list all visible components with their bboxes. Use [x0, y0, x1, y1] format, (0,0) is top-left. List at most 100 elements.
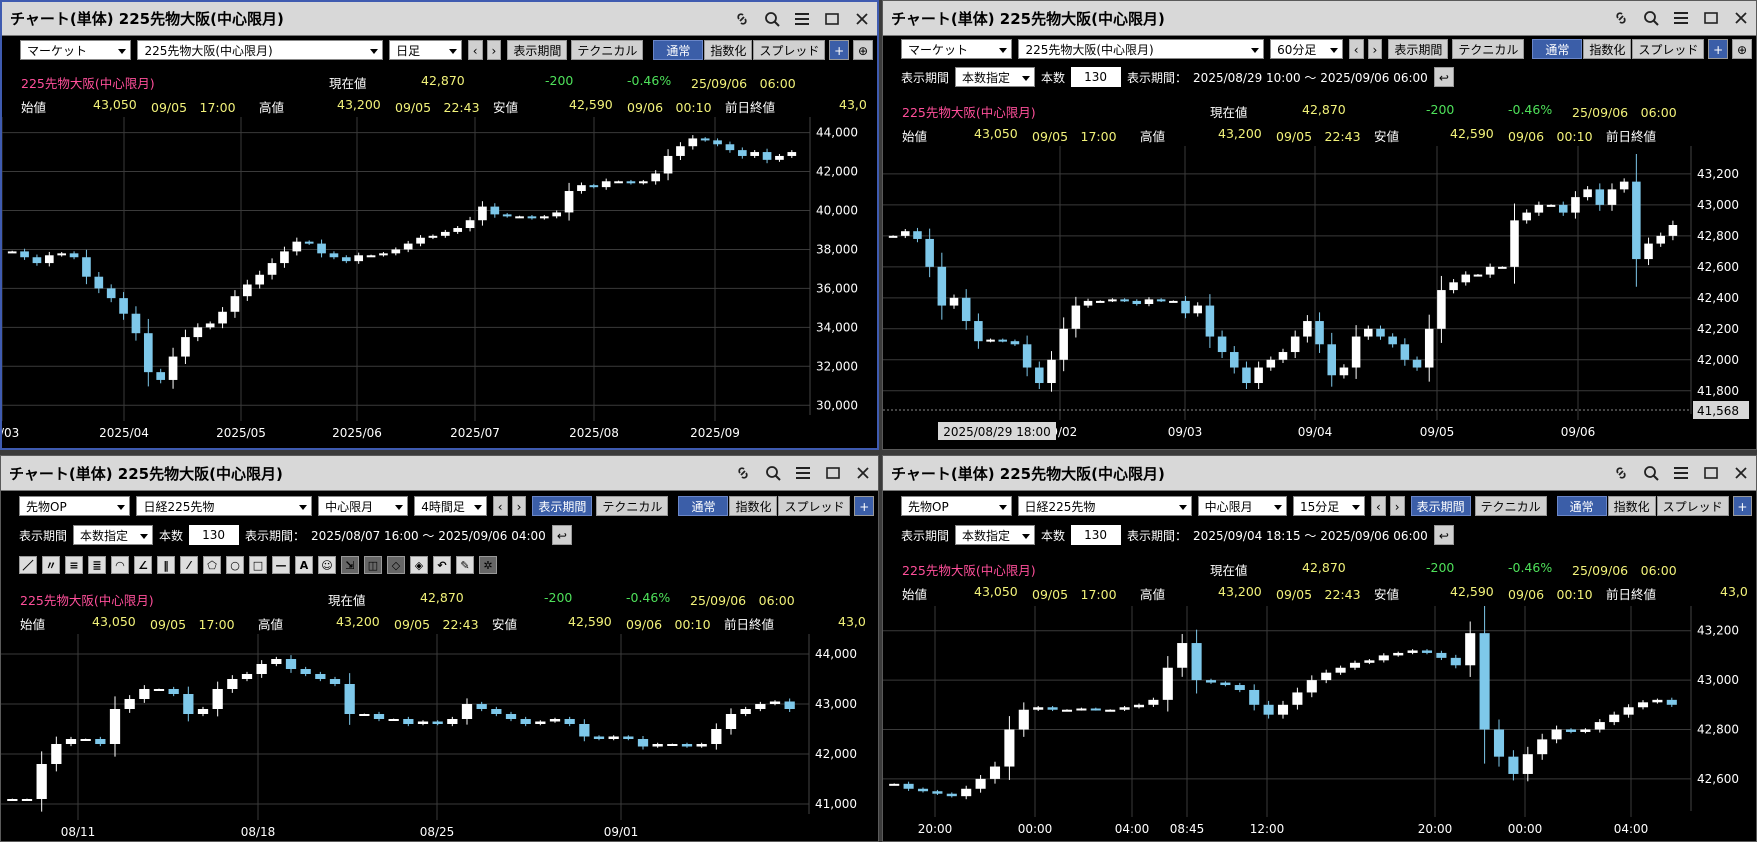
- price-chart[interactable]: 43,200 43,000 42,800 42,600 20:00 00:00 04:00 0…: [883, 606, 1756, 841]
- vlines-tool-icon[interactable]: ‖: [157, 556, 175, 574]
- edit-tool-icon[interactable]: ✎: [456, 556, 474, 574]
- spread-button[interactable]: スプレッド: [778, 496, 851, 516]
- chart-panel-15min[interactable]: チャート(単体) 225先物大阪(中心限月) 先物OP 日経225先物 中心限月…: [882, 455, 1757, 842]
- market-select[interactable]: マーケット: [901, 39, 1013, 59]
- zoom-icon[interactable]: ⊕: [1731, 39, 1752, 59]
- maximize-icon[interactable]: [818, 460, 848, 486]
- search-icon[interactable]: [757, 6, 787, 32]
- panel-titlebar[interactable]: チャート(単体) 225先物大阪(中心限月): [883, 1, 1756, 36]
- index-button[interactable]: 指数化: [729, 496, 778, 516]
- circle-tool-icon[interactable]: ○: [226, 556, 244, 574]
- refresh-icon[interactable]: ↩: [551, 525, 572, 545]
- menu-icon[interactable]: [1666, 5, 1696, 31]
- price-chart[interactable]: 44,000 43,000 42,000 41,000 08/11 08/18 08/25 0…: [1, 634, 878, 841]
- contract-select[interactable]: 中心限月: [318, 496, 409, 516]
- spread-button[interactable]: スプレッド: [1656, 496, 1729, 516]
- maximize-icon[interactable]: [1696, 460, 1726, 486]
- erase-all-tool-icon[interactable]: ◈: [410, 556, 428, 574]
- angle-tool-icon[interactable]: ⁄: [180, 556, 198, 574]
- maximize-icon[interactable]: [1696, 5, 1726, 31]
- link-icon[interactable]: [727, 6, 757, 32]
- panel-titlebar[interactable]: チャート(単体) 225先物大阪(中心限月): [2, 2, 877, 36]
- text-tool-icon[interactable]: A: [295, 556, 313, 574]
- icon-tool-icon[interactable]: ☺: [318, 556, 336, 574]
- fibo-tool-icon[interactable]: ≣: [88, 556, 106, 574]
- panel-titlebar[interactable]: チャート(単体) 225先物大阪(中心限月): [1, 456, 878, 491]
- prev-button[interactable]: ‹: [467, 40, 483, 60]
- refresh-icon[interactable]: ↩: [1433, 525, 1454, 545]
- display-period-button[interactable]: 表示期間: [1410, 496, 1471, 516]
- display-period-button[interactable]: 表示期間: [507, 40, 568, 60]
- normal-button[interactable]: 通常: [1532, 39, 1583, 59]
- trendline-tool-icon[interactable]: ／: [19, 556, 37, 574]
- maximize-icon[interactable]: [817, 6, 847, 32]
- chart-panel-daily[interactable]: チャート(単体) 225先物大阪(中心限月) マーケット 225先物大阪(中心限…: [0, 0, 879, 450]
- rect-tool-icon[interactable]: □: [249, 556, 267, 574]
- timeframe-select[interactable]: 4時間足: [414, 496, 487, 516]
- bars-spec-select[interactable]: 本数指定: [955, 67, 1036, 87]
- timeframe-select[interactable]: 日足: [389, 40, 462, 60]
- technical-button[interactable]: テクニカル: [1452, 39, 1525, 59]
- settings-tool-icon[interactable]: ✲: [479, 556, 497, 574]
- normal-button[interactable]: 通常: [653, 40, 704, 60]
- prev-button[interactable]: ‹: [1348, 39, 1364, 59]
- bars-count-input[interactable]: 130: [189, 525, 240, 545]
- bars-spec-select[interactable]: 本数指定: [955, 525, 1036, 545]
- chart-panel-60min[interactable]: チャート(単体) 225先物大阪(中心限月) マーケット 225先物大阪(中心限…: [882, 0, 1757, 450]
- arc-tool-icon[interactable]: ◠: [111, 556, 129, 574]
- normal-button[interactable]: 通常: [678, 496, 729, 516]
- close-icon[interactable]: [848, 460, 878, 486]
- technical-button[interactable]: テクニカル: [596, 496, 669, 516]
- bars-spec-select[interactable]: 本数指定: [73, 525, 154, 545]
- close-icon[interactable]: [847, 6, 877, 32]
- next-button[interactable]: ›: [1367, 39, 1383, 59]
- link-icon[interactable]: [1606, 460, 1636, 486]
- hline-tool-icon[interactable]: —: [272, 556, 290, 574]
- symbol-select[interactable]: 日経225先物: [1017, 496, 1192, 516]
- timeframe-select[interactable]: 60分足: [1270, 39, 1343, 59]
- technical-button[interactable]: テクニカル: [571, 40, 644, 60]
- price-chart[interactable]: 44,000 42,000 40,000 38,000 36,000 34,000 32,0…: [2, 117, 877, 447]
- search-icon[interactable]: [758, 460, 788, 486]
- hlines-tool-icon[interactable]: ≡: [65, 556, 83, 574]
- fan-tool-icon[interactable]: ∠: [134, 556, 152, 574]
- next-button[interactable]: ›: [511, 496, 527, 516]
- panel-titlebar[interactable]: チャート(単体) 225先物大阪(中心限月): [883, 456, 1756, 491]
- price-chart[interactable]: 43,200 43,000 42,800 42,600 42,400 42,200 42,0…: [883, 146, 1756, 446]
- bars-count-input[interactable]: 130: [1071, 67, 1122, 87]
- contract-select[interactable]: 中心限月: [1197, 496, 1287, 516]
- symbol-select[interactable]: 225先物大阪(中心限月): [137, 40, 384, 60]
- add-button[interactable]: +: [1732, 496, 1753, 516]
- index-button[interactable]: 指数化: [704, 40, 753, 60]
- symbol-select[interactable]: 225先物大阪(中心限月): [1018, 39, 1265, 59]
- next-button[interactable]: ›: [1389, 496, 1405, 516]
- prev-button[interactable]: ‹: [492, 496, 508, 516]
- technical-button[interactable]: テクニカル: [1474, 496, 1547, 516]
- index-button[interactable]: 指数化: [1583, 39, 1632, 59]
- close-icon[interactable]: [1726, 5, 1756, 31]
- market-select[interactable]: 先物OP: [901, 496, 1012, 516]
- link-icon[interactable]: [728, 460, 758, 486]
- spread-button[interactable]: スプレッド: [1632, 39, 1705, 59]
- symbol-select[interactable]: 日経225先物: [136, 496, 313, 516]
- link-icon[interactable]: [1606, 5, 1636, 31]
- undo-tool-icon[interactable]: ↶: [433, 556, 451, 574]
- spread-button[interactable]: スプレッド: [753, 40, 826, 60]
- market-select[interactable]: 先物OP: [19, 496, 131, 516]
- chart-panel-4h[interactable]: チャート(単体) 225先物大阪(中心限月) 先物OP 日経225先物 中心限月…: [0, 455, 879, 842]
- market-select[interactable]: マーケット: [20, 40, 132, 60]
- close-icon[interactable]: [1726, 460, 1756, 486]
- menu-icon[interactable]: [788, 460, 818, 486]
- erase-tool-icon[interactable]: ◇: [387, 556, 405, 574]
- bars-count-input[interactable]: 130: [1071, 525, 1122, 545]
- display-period-button[interactable]: 表示期間: [532, 496, 593, 516]
- zoom-icon[interactable]: ⊕: [852, 40, 873, 60]
- next-button[interactable]: ›: [486, 40, 502, 60]
- add-button[interactable]: +: [829, 40, 849, 60]
- copy-tool-icon[interactable]: ⇲: [341, 556, 359, 574]
- add-button[interactable]: +: [1708, 39, 1728, 59]
- display-period-button[interactable]: 表示期間: [1388, 39, 1449, 59]
- index-button[interactable]: 指数化: [1607, 496, 1656, 516]
- normal-button[interactable]: 通常: [1556, 496, 1607, 516]
- add-button[interactable]: +: [854, 496, 874, 516]
